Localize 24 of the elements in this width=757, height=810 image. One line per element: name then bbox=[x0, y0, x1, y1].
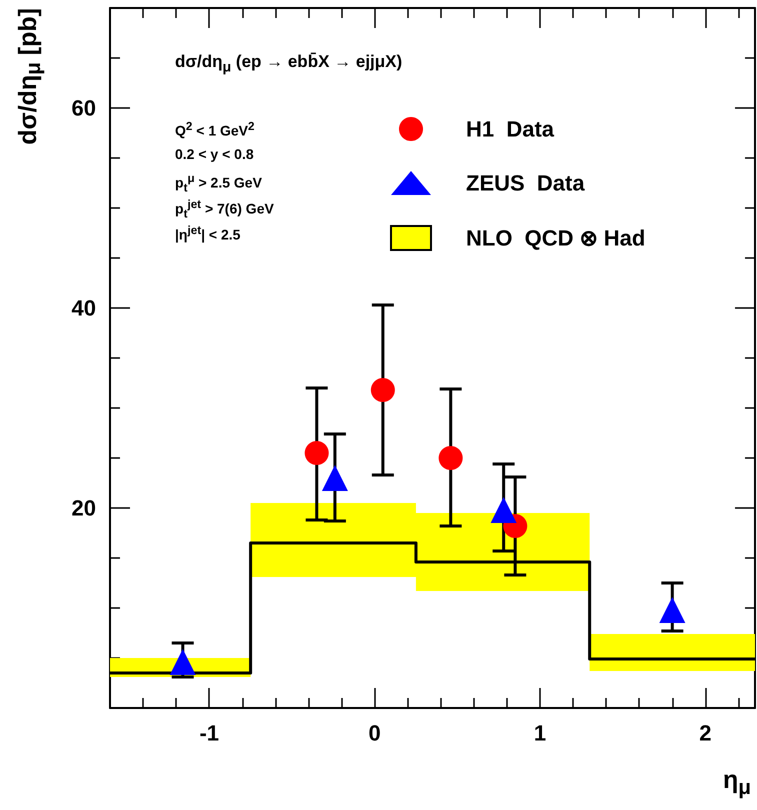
point bbox=[322, 465, 348, 491]
annotation: |η$^{jet}$| < 2.5 bbox=[175, 224, 240, 244]
x-tick-label: 0 bbox=[368, 720, 381, 746]
point bbox=[490, 497, 517, 523]
x-axis-title: η$_{μ}$ bbox=[722, 766, 751, 799]
legend-label: NLO QCD ⊗ Had bbox=[466, 226, 646, 250]
annotation: dσ/dη$_{μ}$ (ep → ebb̄X → ejjμX) bbox=[175, 52, 402, 76]
point bbox=[304, 441, 329, 465]
point bbox=[370, 378, 395, 402]
x-tick-label: -1 bbox=[199, 720, 220, 746]
annotation: p$_{t}$$^{μ}$ > 2.5 GeV bbox=[175, 172, 262, 196]
point bbox=[170, 649, 196, 675]
point bbox=[659, 597, 686, 623]
x-tick-label: 2 bbox=[699, 720, 712, 746]
point bbox=[438, 446, 463, 470]
legend-label: ZEUS Data bbox=[466, 170, 586, 196]
x-tick-label: 1 bbox=[534, 720, 546, 746]
annotation: 0.2 < y < 0.8 bbox=[175, 146, 254, 163]
y-tick-label: 60 bbox=[72, 96, 96, 120]
y-tick-label: 40 bbox=[72, 296, 96, 320]
annotation: p$_{t}$$^{jet}$ > 7(6) GeV bbox=[175, 198, 274, 222]
annotation: Q$^{2}$ < 1 GeV$^{2}$ bbox=[175, 120, 255, 140]
y-tick-label: 20 bbox=[72, 496, 96, 520]
legend-label: H1 Data bbox=[466, 116, 555, 142]
